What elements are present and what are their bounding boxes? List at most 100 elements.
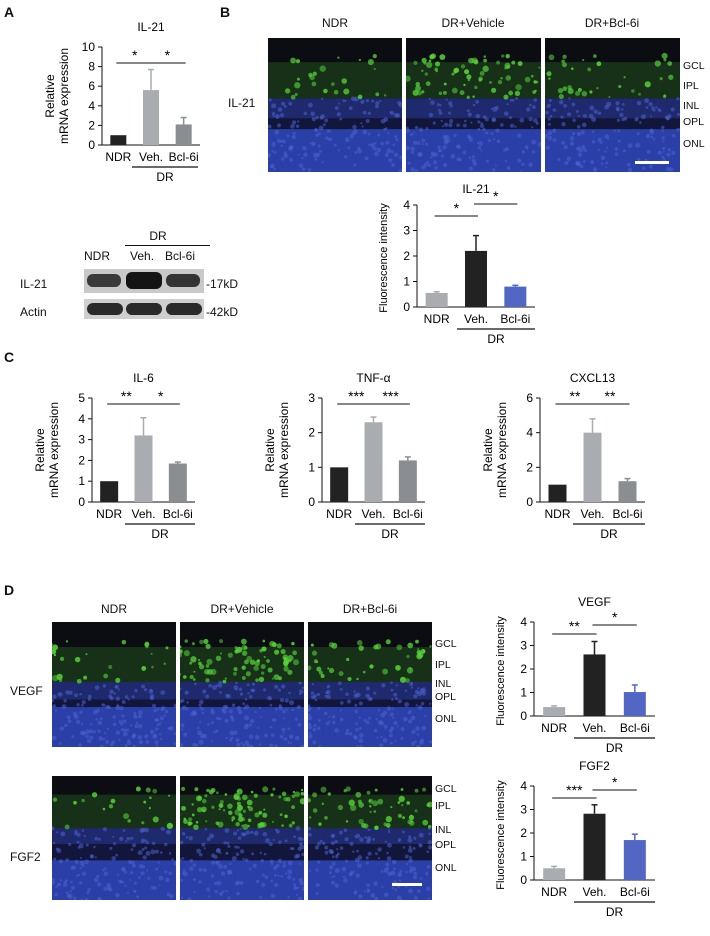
fluorescence-dot (310, 643, 314, 647)
nucleus-dot (362, 110, 367, 115)
nucleus-dot (126, 837, 131, 841)
nucleus-dot (144, 827, 149, 833)
nucleus-dot (254, 710, 257, 714)
micrograph-texture (268, 38, 402, 172)
nucleus-dot (365, 861, 369, 865)
fluorescence-dot (374, 825, 379, 831)
category-label: Bcl-6i (163, 507, 193, 521)
nucleus-dot (180, 743, 184, 747)
fluorescence-dot (369, 664, 374, 669)
nucleus-dot (641, 166, 646, 170)
fluorescence-dot (385, 639, 391, 645)
nucleus-dot (314, 128, 319, 132)
nucleus-dot (97, 720, 103, 726)
micrograph-vegf-ndr (52, 622, 176, 747)
fluorescence-dot (451, 87, 458, 94)
nucleus-dot (216, 848, 221, 853)
nucleus-dot (381, 885, 384, 889)
nucleus-dot (571, 102, 576, 107)
fluorescence-dot (416, 653, 423, 660)
fluorescence-dot (582, 58, 585, 62)
nucleus-dot (311, 116, 316, 122)
fluorescence-dot (623, 76, 626, 79)
nucleus-dot (311, 683, 315, 686)
nucleus-dot (354, 96, 360, 102)
fluorescence-dot (121, 639, 127, 645)
nucleus-dot (447, 111, 452, 115)
fluorescence-dot (143, 800, 147, 804)
nucleus-dot (491, 117, 496, 122)
nucleus-dot (335, 855, 339, 859)
fluorescence-dot (149, 796, 152, 800)
nucleus-dot (411, 741, 416, 746)
nucleus-dot (410, 146, 415, 151)
fluorescence-dot (205, 643, 211, 649)
nucleus-dot (149, 693, 155, 699)
nucleus-dot (319, 839, 323, 843)
nucleus-dot (225, 889, 228, 893)
nucleus-dot (249, 719, 255, 724)
fluorescence-dot (459, 90, 465, 96)
nucleus-dot (291, 120, 297, 125)
nucleus-dot (419, 877, 423, 880)
nucleus-dot (73, 714, 79, 720)
nucleus-dot (56, 831, 59, 834)
nucleus-dot (92, 730, 96, 734)
fluorescence-dot (233, 794, 240, 801)
y-tick-label: 2 (78, 453, 85, 467)
nucleus-dot (590, 160, 595, 165)
nucleus-dot (649, 129, 655, 135)
fluorescence-dot (397, 801, 401, 805)
nucleus-dot (617, 129, 621, 133)
nucleus-dot (226, 841, 230, 845)
nucleus-dot (648, 164, 653, 169)
nucleus-dot (102, 827, 108, 832)
nucleus-dot (173, 860, 176, 866)
nucleus-dot (475, 113, 481, 119)
nucleus-dot (202, 689, 207, 694)
y-tick-label: 3 (520, 803, 527, 817)
nucleus-dot (575, 160, 580, 165)
nucleus-dot (76, 840, 80, 844)
nucleus-dot (218, 683, 223, 688)
nucleus-dot (519, 117, 525, 123)
nucleus-dot (248, 867, 252, 871)
nucleus-dot (280, 684, 286, 689)
nucleus-dot (74, 693, 78, 698)
nucleus-dot (288, 734, 294, 739)
fluorescence-dot (206, 788, 210, 793)
nucleus-dot (426, 886, 431, 891)
nucleus-dot (117, 873, 120, 876)
nucleus-dot (597, 111, 602, 116)
blot-strip-il21 (84, 269, 204, 293)
fluorescence-dot (453, 68, 459, 74)
nucleus-dot (224, 827, 230, 833)
nucleus-dot (427, 897, 430, 900)
nucleus-dot (426, 850, 430, 854)
fluorescence-dot (247, 818, 252, 823)
nucleus-dot (118, 879, 122, 884)
fluorescence-dot (338, 671, 344, 677)
nucleus-dot (157, 861, 160, 864)
nucleus-dot (246, 743, 251, 747)
category-label: Veh. (361, 507, 385, 521)
nucleus-dot (79, 867, 82, 870)
row-label-il21: IL-21 (228, 96, 256, 110)
fluorescence-dot (291, 821, 295, 825)
nucleus-dot (340, 700, 344, 705)
layer-onl: ONL (683, 138, 705, 150)
nucleus-dot (393, 867, 396, 871)
nucleus-dot (359, 837, 364, 842)
fluorescence-dot (287, 669, 293, 675)
nucleus-dot (393, 112, 399, 118)
nucleus-dot (199, 706, 203, 710)
fluorescence-dot (396, 644, 403, 651)
fluorescence-dot (292, 790, 296, 794)
significance-marker: * (612, 774, 618, 790)
nucleus-dot (325, 721, 330, 726)
fluorescence-dot (236, 788, 243, 795)
fluorescence-dot (546, 71, 552, 77)
nucleus-dot (388, 830, 391, 834)
nucleus-dot (509, 98, 513, 102)
nucleus-dot (572, 118, 576, 122)
